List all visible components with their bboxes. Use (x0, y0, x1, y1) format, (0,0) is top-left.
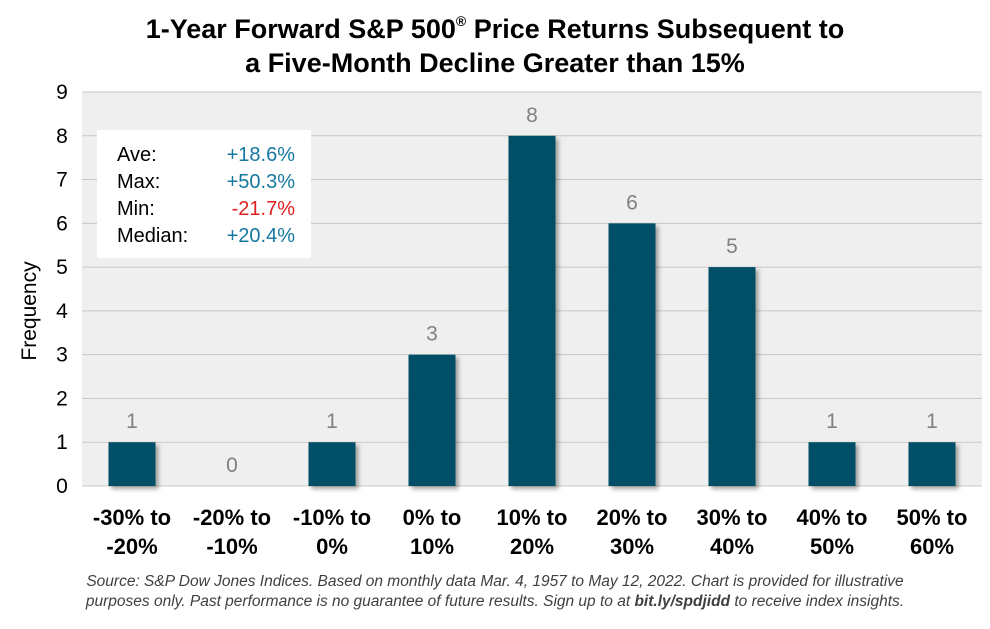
bar (908, 442, 956, 486)
bar-value-label: 8 (526, 104, 538, 127)
x-tick-label: -20% (106, 534, 157, 559)
bar-value-label: 1 (926, 410, 938, 433)
source-line-2-end: to receive index insights. (730, 593, 905, 610)
bar-value-label: 1 (126, 410, 138, 433)
x-tick-label: -20% to (193, 505, 271, 530)
source-link[interactable]: bit.ly/spdjidd (634, 593, 731, 610)
bar-value-label: 1 (826, 410, 838, 433)
y-tick-label: 5 (56, 256, 68, 279)
bar (508, 135, 556, 486)
source-note: Source: S&P Dow Jones Indices. Based on … (0, 572, 990, 612)
bar (308, 442, 356, 486)
stat-value: +20.4% (226, 225, 295, 247)
stat-row: Min: -21.7% (117, 196, 307, 223)
x-tick-label: -10% to (293, 505, 371, 530)
bar-value-label: 5 (726, 235, 738, 258)
y-tick-label: 6 (56, 212, 68, 235)
source-line-1: Source: S&P Dow Jones Indices. Based on … (86, 573, 904, 590)
y-tick-label: 3 (56, 344, 68, 367)
x-tick-label: 50% to (897, 505, 968, 530)
stat-label: Min: (117, 198, 155, 220)
bar-value-label: 1 (326, 410, 338, 433)
y-tick-label: 0 (56, 475, 68, 498)
registered-mark: ® (455, 13, 467, 29)
y-axis-label: Frequency (18, 261, 41, 361)
stat-value: -21.7% (231, 198, 295, 220)
y-tick-label: 4 (56, 300, 68, 323)
stat-label: Max: (117, 171, 161, 193)
x-tick-label: 0% (316, 534, 348, 559)
bar-value-label: 6 (626, 191, 638, 214)
stats-box: Ave: +18.6% Max: +50.3% Min: -21.7% Median: +20… (97, 130, 311, 258)
bar (708, 267, 756, 486)
stat-row: Median: +20.4% (117, 223, 307, 250)
x-tick-label: 10% to (497, 505, 568, 530)
chart-title: 1-Year Forward S&P 500® Price Returns Su… (0, 4, 990, 80)
x-tick-label: 30% to (697, 505, 768, 530)
bar (808, 442, 856, 486)
source-line-2: purposes only. Past performance is no gu… (85, 593, 635, 610)
y-tick-label: 9 (56, 81, 68, 104)
x-tick-label: 50% (810, 534, 854, 559)
y-tick-label: 8 (56, 125, 68, 148)
title-line-1: 1-Year Forward S&P 500 (145, 14, 456, 44)
x-tick-label: 20% to (597, 505, 668, 530)
x-tick-label: 10% (410, 534, 454, 559)
x-tick-label: 40% to (797, 505, 868, 530)
bar-value-label: 3 (426, 323, 438, 346)
x-tick-label: -30% to (93, 505, 171, 530)
stat-value: +18.6% (226, 144, 295, 166)
x-tick-label: 60% (910, 534, 954, 559)
y-tick-label: 1 (56, 431, 68, 454)
stat-label: Ave: (117, 144, 157, 166)
x-tick-label: 40% (710, 534, 754, 559)
stat-row: Ave: +18.6% (117, 142, 307, 169)
y-tick-label: 2 (56, 387, 68, 410)
x-tick-label: -10% (206, 534, 257, 559)
stat-row: Max: +50.3% (117, 169, 307, 196)
x-tick-label: 0% to (403, 505, 462, 530)
x-tick-label: 30% (610, 534, 654, 559)
x-tick-label: 20% (510, 534, 554, 559)
stat-value: +50.3% (226, 171, 295, 193)
y-tick-label: 7 (56, 169, 68, 192)
stat-label: Median: (117, 225, 189, 247)
bar (408, 354, 456, 486)
bar (108, 442, 156, 486)
bar (608, 223, 656, 487)
title-line-2: a Five-Month Decline Greater than 15% (245, 48, 745, 78)
title-line-1-end: Price Returns Subsequent to (466, 14, 845, 44)
bar-value-label: 0 (226, 454, 238, 477)
